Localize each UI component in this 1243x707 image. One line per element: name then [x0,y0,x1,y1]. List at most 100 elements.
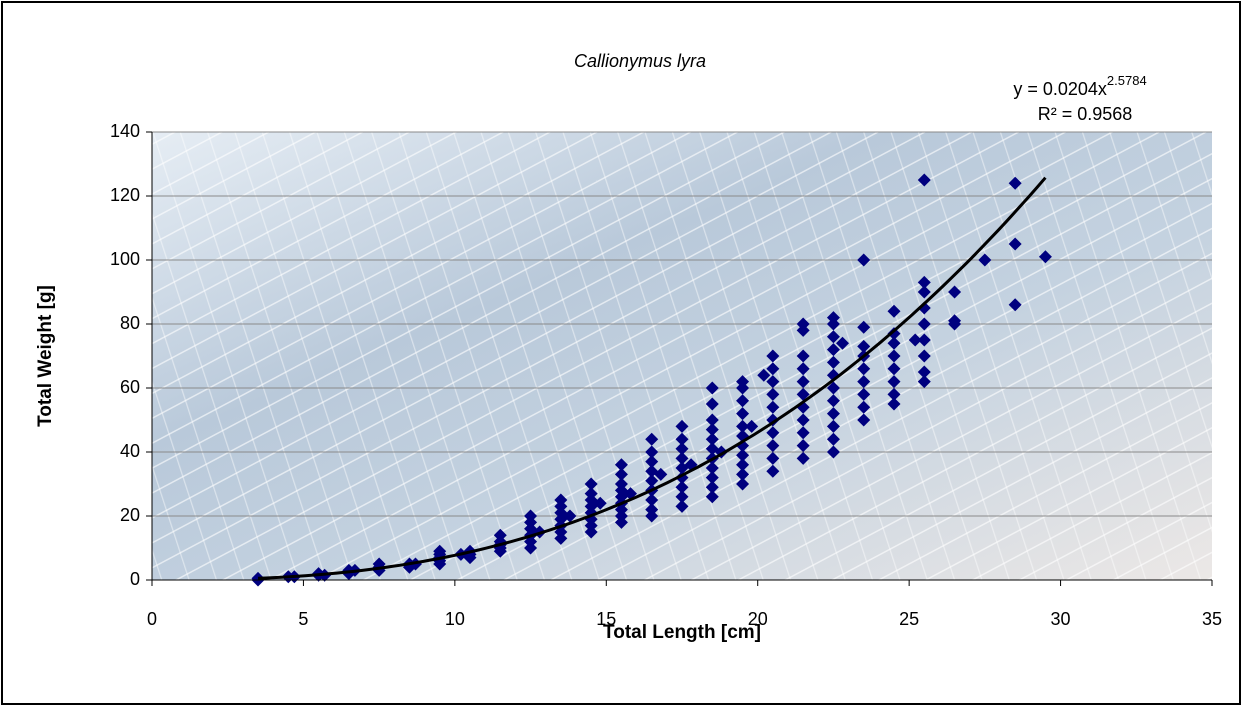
point [826,330,840,344]
point [736,375,750,389]
point [796,387,810,401]
point [614,458,628,472]
point [766,426,780,440]
point [675,419,689,433]
point [675,490,689,504]
point [654,467,668,481]
point [645,474,659,488]
point [736,448,750,462]
point [887,387,901,401]
point [857,362,871,376]
point [1008,298,1022,312]
point [908,333,922,347]
x-tick-label: 20 [748,609,768,629]
point [857,339,871,353]
point [826,394,840,408]
point [796,317,810,331]
point [736,419,750,433]
point [584,477,598,491]
point [887,327,901,341]
point [705,471,719,485]
y-tick-label: 0 [130,569,140,589]
point [614,467,628,481]
point [796,349,810,363]
point [645,455,659,469]
point [826,381,840,395]
x-tick-label: 15 [596,609,616,629]
point [766,400,780,414]
point [433,544,447,558]
point [645,503,659,517]
point [796,413,810,427]
point [796,375,810,389]
equation-exponent: 2.5784 [1107,73,1147,88]
point [645,432,659,446]
y-tick-label: 140 [110,121,140,141]
point [705,413,719,427]
trendline-group [257,176,1047,580]
x-tick-label: 35 [1202,609,1222,629]
point [857,387,871,401]
point [251,571,265,585]
y-tick-label: 100 [110,249,140,269]
point [766,387,780,401]
x-tick-label: 25 [899,609,919,629]
point [766,362,780,376]
point [826,355,840,369]
point [796,451,810,465]
point [554,493,568,507]
point [736,477,750,491]
point [917,173,931,187]
point [766,375,780,389]
point [675,480,689,494]
point [736,458,750,472]
x-tick-label: 5 [298,609,308,629]
point [826,343,840,357]
point [675,442,689,456]
plot-background [152,132,1212,580]
point [705,432,719,446]
point [766,439,780,453]
trend-equation: y = 0.0204x2.5784 [1013,73,1146,98]
y-tick-label: 120 [110,185,140,205]
point [796,426,810,440]
point [757,368,771,382]
point [705,461,719,475]
point [887,375,901,389]
point [978,253,992,267]
point [917,375,931,389]
point [675,451,689,465]
point [1008,237,1022,251]
point [593,496,607,510]
point [917,365,931,379]
point [736,394,750,408]
chart-title: Callionymus lyra [574,51,706,71]
point [736,407,750,421]
point [1008,176,1022,190]
point [675,432,689,446]
point [857,400,871,414]
point [887,349,901,363]
point [796,362,810,376]
point [705,381,719,395]
y-tick-label: 60 [120,377,140,397]
axes: 0 20 40 60 80 100 120 140 0 5 10 15 20 25 30 35 [110,121,1222,629]
point [948,314,962,328]
point [917,285,931,299]
point [645,493,659,507]
point [887,336,901,350]
point [584,487,598,501]
point [705,480,719,494]
point [857,375,871,389]
point [826,445,840,459]
point [917,275,931,289]
point [887,397,901,411]
point [857,320,871,334]
point [917,317,931,331]
point [736,467,750,481]
x-axis-title: Total Length [cm] [603,622,761,643]
point [1038,250,1052,264]
point [766,464,780,478]
point [524,509,538,523]
